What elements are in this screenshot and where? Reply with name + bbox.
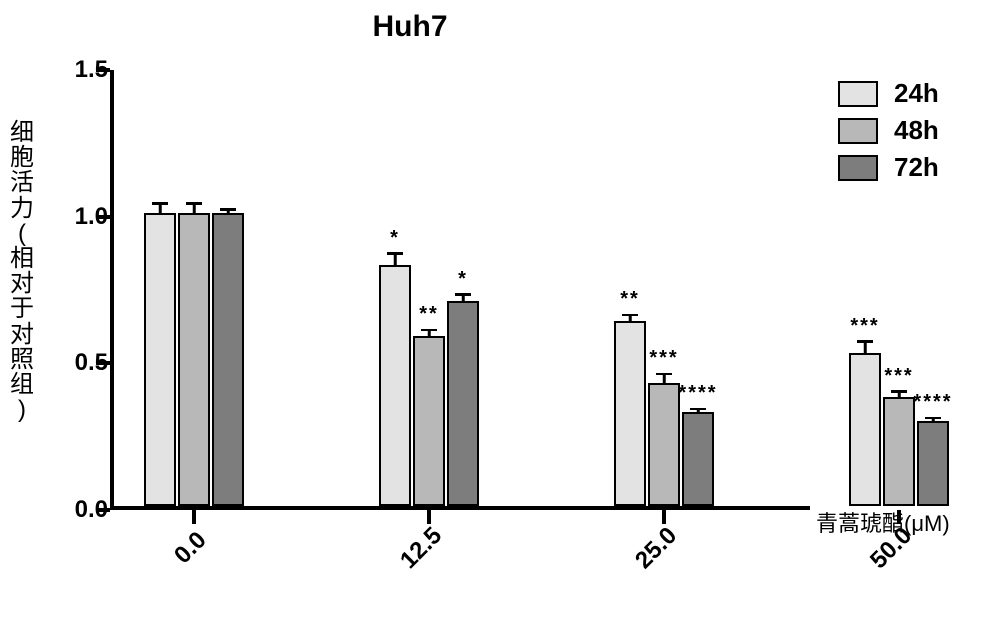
x-tick-label: 25.0: [630, 522, 683, 575]
bar: [212, 213, 244, 506]
legend-swatch: [838, 81, 878, 107]
significance-label: ***: [649, 347, 678, 370]
error-cap: [186, 202, 202, 205]
error-cap: [220, 208, 236, 211]
error-bar: [663, 374, 666, 383]
x-tick-label: 12.5: [395, 522, 448, 575]
bar: [883, 397, 915, 506]
error-cap: [891, 390, 907, 393]
legend-label: 72h: [894, 152, 939, 183]
legend-swatch: [838, 155, 878, 181]
legend-row: 72h: [838, 152, 939, 183]
significance-label: ***: [850, 315, 879, 338]
bar-group: ****: [379, 265, 479, 506]
significance-label: ****: [913, 391, 952, 414]
legend-row: 48h: [838, 115, 939, 146]
bar: [413, 336, 445, 506]
y-tick: [96, 68, 110, 72]
bar-group: [144, 213, 244, 506]
error-cap: [622, 314, 638, 317]
bar-wrap: **: [413, 336, 445, 506]
error-bar: [159, 204, 162, 213]
y-axis-labels: 0.00.51.01.5: [60, 70, 108, 510]
bar: [682, 412, 714, 506]
chart-title: Huh7: [0, 10, 820, 44]
error-cap: [421, 329, 437, 332]
bar-group: **********: [849, 353, 949, 506]
significance-label: *: [390, 227, 400, 250]
bar-wrap: [178, 213, 210, 506]
error-bar: [394, 254, 397, 266]
bar: [447, 301, 479, 506]
error-bar: [864, 342, 867, 354]
significance-label: **: [620, 288, 640, 311]
error-bar: [193, 204, 196, 213]
bar-wrap: ****: [682, 412, 714, 506]
y-axis-title: 细胞活力(相对于对照组): [6, 120, 38, 422]
x-tick: [192, 510, 196, 524]
error-cap: [656, 373, 672, 376]
legend-row: 24h: [838, 78, 939, 109]
bar-wrap: [212, 213, 244, 506]
bar: [614, 321, 646, 506]
y-tick: [96, 508, 110, 512]
bar: [917, 421, 949, 506]
legend: 24h 48h 72h: [838, 78, 939, 189]
error-cap: [690, 408, 706, 411]
legend-label: 48h: [894, 115, 939, 146]
significance-label: *: [458, 268, 468, 291]
x-axis-title: 青蒿琥酯(μM): [816, 506, 950, 538]
significance-label: **: [419, 303, 439, 326]
bar-wrap: [144, 213, 176, 506]
bar: [178, 213, 210, 506]
bar-group: *********: [614, 321, 714, 506]
y-tick: [96, 361, 110, 365]
bar-wrap: *: [447, 301, 479, 506]
legend-label: 24h: [894, 78, 939, 109]
bar-wrap: *: [379, 265, 411, 506]
bar: [144, 213, 176, 506]
bar-wrap: **: [614, 321, 646, 506]
y-tick: [96, 215, 110, 219]
bar: [648, 383, 680, 506]
bar: [379, 265, 411, 506]
legend-swatch: [838, 118, 878, 144]
bar: [849, 353, 881, 506]
error-cap: [925, 417, 941, 420]
plot-area: ***********************************: [110, 70, 810, 510]
error-cap: [387, 252, 403, 255]
error-cap: [152, 202, 168, 205]
significance-label: ****: [678, 382, 717, 405]
significance-label: ***: [884, 365, 913, 388]
x-tick-label: 0.0: [169, 526, 212, 569]
error-cap: [455, 293, 471, 296]
bar-wrap: ***: [883, 397, 915, 506]
bar-wrap: ***: [849, 353, 881, 506]
error-cap: [857, 340, 873, 343]
bar-wrap: ***: [648, 383, 680, 506]
bar-wrap: ****: [917, 421, 949, 506]
